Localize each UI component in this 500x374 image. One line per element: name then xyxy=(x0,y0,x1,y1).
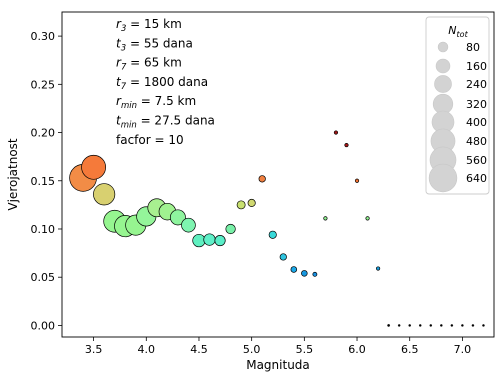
data-point xyxy=(397,324,401,327)
annotation-subscript: 3 xyxy=(121,43,126,53)
data-point xyxy=(279,253,287,261)
data-point xyxy=(93,183,116,206)
annotation-line: tmin = 27.5 dana xyxy=(116,114,215,131)
legend-marker xyxy=(434,75,452,93)
x-tick-label: 3.5 xyxy=(85,343,103,356)
x-tick-label: 7.0 xyxy=(454,343,472,356)
legend-title: Ntot xyxy=(448,24,468,39)
data-point xyxy=(471,324,475,327)
x-tick-label: 5.0 xyxy=(243,343,261,356)
legend-marker xyxy=(428,163,458,193)
data-point xyxy=(169,209,186,226)
annotation-value: = 55 dana xyxy=(126,36,193,50)
legend: Ntot 80 160 240 320 400 480 560 640 xyxy=(425,16,490,195)
y-tick-label: 0.20 xyxy=(31,127,56,140)
y-tick-label: 0.10 xyxy=(31,223,56,236)
y-axis-ticks: 0.00 0.05 0.10 0.15 0.20 0.25 0.30 xyxy=(31,30,62,332)
annotation-value: = 7.5 km xyxy=(137,94,196,108)
data-point xyxy=(429,324,433,327)
y-axis-label: Vjerojatnost xyxy=(6,138,20,211)
legend-marker xyxy=(437,41,449,53)
legend-title-symbol: N xyxy=(448,24,456,37)
data-point xyxy=(203,233,216,246)
data-point xyxy=(258,175,266,183)
annotation-value: = 65 km xyxy=(126,56,181,70)
legend-entry-label: 320 xyxy=(466,98,487,111)
y-tick-label: 0.15 xyxy=(31,175,56,188)
annotation-line: t7 = 1800 dana xyxy=(116,75,208,92)
data-point xyxy=(418,324,422,327)
annotation-line: r7 = 65 km xyxy=(116,56,182,73)
legend-entry-label: 560 xyxy=(466,154,487,167)
data-point xyxy=(408,324,411,327)
annotation-symbol: r xyxy=(116,17,122,31)
legend-entry-label: 80 xyxy=(466,41,480,54)
legend-entry-label: 240 xyxy=(466,78,487,91)
data-points xyxy=(69,130,485,327)
annotation-symbol: r xyxy=(116,56,122,70)
legend-marker xyxy=(435,58,451,74)
y-tick-label: 0.25 xyxy=(31,78,56,91)
annotation-symbol: t xyxy=(116,36,122,50)
data-point xyxy=(376,266,381,271)
annotation-subscript: 7 xyxy=(121,63,127,73)
data-point xyxy=(354,178,360,183)
data-point xyxy=(312,271,318,277)
annotation-value: facfor = 10 xyxy=(116,133,184,147)
x-tick-label: 4.0 xyxy=(138,343,156,356)
annotation-value: = 15 km xyxy=(126,17,181,31)
x-tick-label: 4.5 xyxy=(190,343,208,356)
data-point xyxy=(450,324,454,327)
annotation-subscript: 7 xyxy=(121,82,127,92)
data-point xyxy=(214,234,226,247)
data-point xyxy=(365,216,370,221)
x-tick-label: 6.5 xyxy=(401,343,419,356)
annotation-value: = 27.5 dana xyxy=(137,114,215,128)
data-point xyxy=(333,130,339,135)
x-tick-label: 5.5 xyxy=(296,343,314,356)
legend-entry-label: 160 xyxy=(466,60,487,73)
data-point xyxy=(440,324,443,327)
annotation-symbol: r xyxy=(116,94,122,108)
y-tick-label: 0.30 xyxy=(31,30,56,43)
y-tick-label: 0.00 xyxy=(31,319,56,332)
x-axis-label: Magnituda xyxy=(246,358,310,372)
legend-entry-label: 400 xyxy=(466,116,487,129)
data-point xyxy=(301,270,308,277)
data-point xyxy=(290,266,298,273)
x-tick-label: 6.0 xyxy=(348,343,366,356)
annotation-line: facfor = 10 xyxy=(116,133,184,147)
annotation-line: t3 = 55 dana xyxy=(116,36,193,53)
annotation-symbol: t xyxy=(116,114,122,128)
data-point xyxy=(323,216,328,221)
annotation-line: r3 = 15 km xyxy=(116,17,182,34)
data-point xyxy=(225,223,236,235)
data-point xyxy=(387,324,391,327)
plot-frame xyxy=(61,11,495,338)
data-point xyxy=(247,198,256,207)
data-point xyxy=(268,230,277,239)
data-point xyxy=(192,233,206,248)
annotation-subscript: min xyxy=(121,121,137,131)
annotation-line: rmin = 7.5 km xyxy=(116,94,196,111)
data-point xyxy=(81,154,107,180)
legend-title-subscript: tot xyxy=(457,30,469,39)
data-point xyxy=(482,324,485,327)
annotation-symbol: t xyxy=(116,75,122,89)
legend-entry-label: 640 xyxy=(466,172,487,185)
y-tick-label: 0.05 xyxy=(31,271,56,284)
data-point xyxy=(181,217,196,233)
x-axis-ticks: 3.5 4.0 4.5 5.0 5.5 6.0 6.5 7.0 xyxy=(85,337,471,356)
data-point xyxy=(461,324,464,327)
annotation-subscript: 3 xyxy=(121,24,126,34)
data-point xyxy=(344,142,349,148)
legend-entry-label: 480 xyxy=(466,135,487,148)
annotation-subscript: min xyxy=(121,101,137,111)
annotation-value: = 1800 dana xyxy=(126,75,208,89)
data-point xyxy=(236,200,246,210)
